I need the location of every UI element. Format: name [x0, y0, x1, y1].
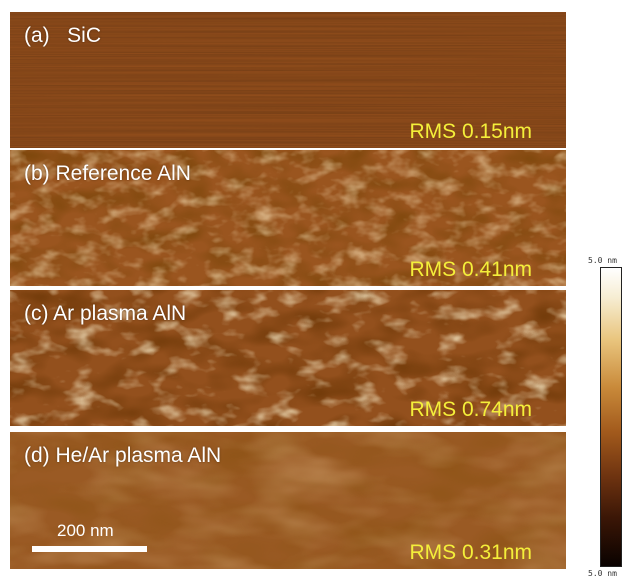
afm-panel-he-ar-plasma-aln: (d) He/Ar plasma AlN RMS 0.31nm — [10, 432, 566, 569]
rms-value-d: RMS 0.31nm — [409, 541, 532, 564]
afm-panel-reference-aln: (b) Reference AlN RMS 0.41nm — [10, 150, 566, 286]
panel-divider — [10, 288, 566, 290]
afm-image-ar-plasma-aln — [10, 290, 566, 426]
afm-image-sic — [10, 12, 566, 148]
rms-value-b: RMS 0.41nm — [409, 258, 532, 281]
rms-value-a: RMS 0.15nm — [409, 120, 532, 143]
afm-panel-ar-plasma-aln: (c) Ar plasma AlN RMS 0.74nm — [10, 290, 566, 426]
afm-image-he-ar-plasma-aln — [10, 432, 566, 569]
scale-bar-label: 200 nm — [57, 521, 114, 540]
panel-label-b: (b) Reference AlN — [24, 162, 191, 185]
panel-label-c: (c) Ar plasma AlN — [24, 302, 187, 325]
color-scale-max-label: 5.0 nm — [588, 256, 617, 265]
rms-value-c: RMS 0.74nm — [409, 398, 532, 421]
panel-divider — [10, 148, 566, 150]
panel-label-d: (d) He/Ar plasma AlN — [24, 444, 222, 467]
panel-divider — [10, 428, 566, 430]
color-scale-min-label: 5.0 nm — [588, 569, 617, 578]
panel-label-a: (a) SiC — [24, 24, 102, 47]
scale-bar — [32, 546, 147, 552]
afm-image-reference-aln — [10, 150, 566, 286]
afm-panel-sic: (a) SiC RMS 0.15nm — [10, 12, 566, 148]
height-color-scale — [600, 267, 622, 567]
